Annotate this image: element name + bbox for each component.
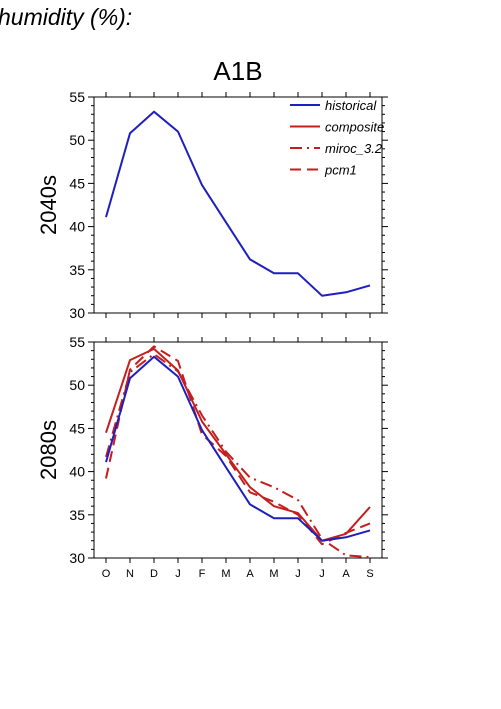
x-tick-label: F [199, 568, 206, 580]
y-tick-label: 45 [69, 175, 85, 191]
x-tick-label: N [126, 568, 134, 580]
y-tick-label: 35 [69, 507, 85, 523]
x-tick-label: A [342, 568, 350, 580]
legend-label-pcm1: pcm1 [324, 163, 357, 178]
y-tick-label: 55 [69, 334, 85, 350]
x-tick-label: O [102, 568, 111, 580]
y-tick-label: 40 [69, 219, 85, 235]
x-tick-label: D [150, 568, 158, 580]
legend-label-miroc_3.2: miroc_3.2 [325, 141, 383, 156]
chart-title: A1B [213, 56, 262, 86]
panel-2080s: 30 35 40 45 50 55 2080s [36, 334, 388, 566]
y-tick-label: 45 [69, 420, 85, 436]
series-line-historical [105, 355, 371, 542]
x-tick-label: J [319, 568, 325, 580]
x-tick-label: M [221, 568, 230, 580]
page-heading: humidity (%): [0, 4, 133, 30]
chart-legend: historical composite miroc_3.2 pcm1 [290, 98, 384, 178]
y-tick-label: 40 [69, 464, 85, 480]
panel-label: 2040s [36, 175, 61, 235]
series-line-pcm1 [105, 345, 371, 546]
chart-panels: 30 35 40 45 50 55 2040s 30 35 40 45 50 55 2080s [36, 89, 388, 566]
y-tick-label: 35 [69, 262, 85, 278]
x-tick-label: A [246, 568, 254, 580]
y-tick-label: 50 [69, 377, 85, 393]
panel-2040s: 30 35 40 45 50 55 2040s [36, 89, 388, 321]
y-tick-label: 55 [69, 89, 85, 105]
legend-label-historical: historical [325, 98, 377, 113]
panel-frame [93, 96, 383, 314]
legend-label-composite: composite [325, 120, 384, 135]
series-line-historical [105, 110, 371, 297]
x-tick-label: S [366, 568, 373, 580]
x-tick-label: J [295, 568, 301, 580]
y-tick-label: 50 [69, 132, 85, 148]
series-line-composite [105, 347, 371, 542]
panel-label: 2080s [36, 420, 61, 480]
x-tick-label: M [269, 568, 278, 580]
y-tick-label: 30 [69, 305, 85, 321]
y-tick-label: 30 [69, 550, 85, 566]
series-line-miroc_3.2 [105, 353, 371, 559]
panel-frame [93, 341, 383, 559]
x-tick-label: J [175, 568, 181, 580]
